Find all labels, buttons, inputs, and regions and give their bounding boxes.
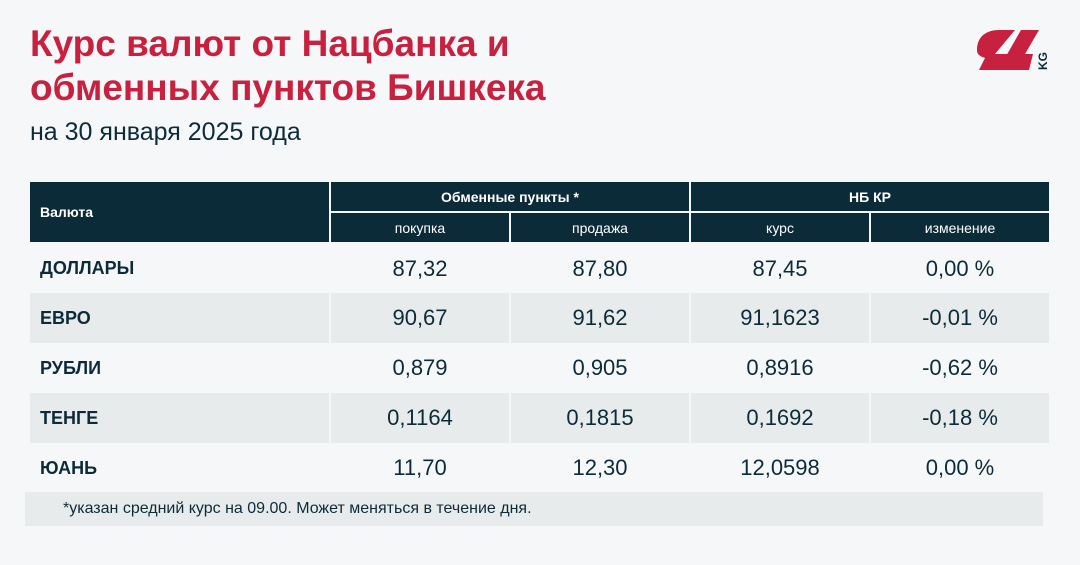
cell-change: -0,62 % [868, 343, 1052, 393]
cell-change: 0,00 % [868, 243, 1052, 293]
cell-change: -0,18 % [868, 393, 1052, 443]
cell-name: ЮАНЬ [30, 443, 331, 493]
cell-rate: 12,0598 [689, 443, 871, 493]
cell-rate: 0,8916 [689, 343, 871, 393]
cell-buy: 0,879 [329, 343, 511, 393]
cell-sell: 0,1815 [509, 393, 691, 443]
header-nb: НБ КР [688, 180, 1052, 213]
cell-name: РУБЛИ [30, 343, 331, 393]
table-row: РУБЛИ 0,879 0,905 0,8916 -0,62 % [30, 343, 1052, 393]
table-row: ЕВРО 90,67 91,62 91,1623 -0,01 % [30, 293, 1052, 343]
cell-buy: 87,32 [329, 243, 511, 293]
cell-rate: 0,1692 [689, 393, 871, 443]
cell-buy: 90,67 [329, 293, 511, 343]
header-currency: Валюта [30, 180, 331, 244]
header-sell: продажа [509, 211, 691, 244]
cell-sell: 0,905 [509, 343, 691, 393]
cell-sell: 91,62 [509, 293, 691, 343]
cell-name: ТЕНГЕ [30, 393, 331, 443]
page-title: Курс валют от Нацбанка и обменных пункто… [30, 23, 546, 108]
date-subtitle: на 30 января 2025 года [30, 118, 301, 146]
footnote: *указан средний курс на 09.00. Может мен… [25, 492, 1043, 526]
table-row: ТЕНГЕ 0,1164 0,1815 0,1692 -0,18 % [30, 393, 1052, 443]
cell-sell: 87,80 [509, 243, 691, 293]
24kg-logo: KG [977, 30, 1050, 70]
cell-sell: 12,30 [509, 443, 691, 493]
currency-table: Валюта Обменные пункты * НБ КР покупка п… [30, 180, 1052, 493]
cell-rate: 87,45 [689, 243, 871, 293]
table-row: ДОЛЛАРЫ 87,32 87,80 87,45 0,00 % [30, 243, 1052, 293]
header-exchange: Обменные пункты * [329, 180, 691, 213]
cell-buy: 0,1164 [329, 393, 511, 443]
cell-rate: 91,1623 [689, 293, 871, 343]
header-change: изменение [868, 211, 1052, 244]
header-buy: покупка [329, 211, 511, 244]
header-rate: курс [689, 211, 871, 244]
cell-name: ДОЛЛАРЫ [30, 243, 331, 293]
cell-name: ЕВРО [30, 293, 331, 343]
cell-change: -0,01 % [868, 293, 1052, 343]
table-row: ЮАНЬ 11,70 12,30 12,0598 0,00 % [30, 443, 1052, 493]
svg-text:KG: KG [1036, 52, 1050, 70]
cell-change: 0,00 % [868, 443, 1052, 493]
cell-buy: 11,70 [329, 443, 511, 493]
